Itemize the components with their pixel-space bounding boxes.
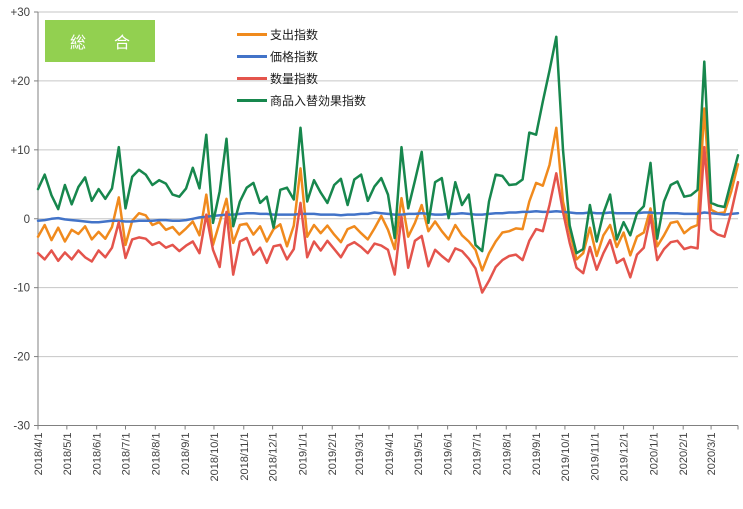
y-tick-label: +30: [10, 7, 30, 19]
y-tick-label: +20: [10, 76, 30, 88]
x-tick-label: 2019/6/1: [443, 433, 455, 476]
y-tick-label: 0: [24, 214, 30, 226]
series-line-支出指数: [36, 107, 740, 272]
x-tick-label: 2019/8/1: [501, 433, 513, 476]
x-tick-label: 2019/12/1: [619, 433, 631, 482]
x-tick-label: 2018/8/1: [150, 433, 162, 476]
x-tick-label: 2019/7/1: [471, 433, 483, 476]
x-tick-label: 2019/3/1: [354, 433, 366, 476]
y-tick-label: -30: [13, 421, 30, 433]
series-line-価格指数: [36, 209, 740, 224]
x-tick-label: 2018/10/1: [209, 433, 221, 482]
x-tick-label: 2018/6/1: [92, 433, 104, 476]
legend-label-expenditure: 支出指数: [270, 27, 319, 42]
x-tick-label: 2019/5/1: [413, 433, 425, 476]
legend-swatch-expenditure: [237, 32, 267, 36]
x-tick-label: 2019/2/1: [327, 433, 339, 476]
legend-label-quantity: 数量指数: [270, 71, 319, 86]
legend-item-quantity-index: 数量指数: [237, 67, 366, 89]
legend-swatch-price: [237, 54, 267, 58]
legend-label-substitution: 商品入替効果指数: [270, 93, 367, 108]
x-tick-label: 2018/12/1: [268, 433, 280, 482]
x-tick-label: 2019/1/1: [297, 433, 309, 476]
x-tick-label: 2019/10/1: [560, 433, 572, 482]
x-tick-label: 2018/11/1: [239, 433, 251, 481]
x-tick-label: 2018/5/1: [62, 433, 74, 476]
x-tick-label: 2020/1/1: [648, 433, 660, 476]
x-tick-label: 2019/9/1: [531, 433, 543, 476]
y-tick-label: +10: [10, 145, 30, 157]
x-tick-label: 2018/7/1: [121, 433, 133, 476]
legend-swatch-quantity: [237, 76, 267, 80]
y-tick-label: -20: [13, 352, 30, 364]
series-line-数量指数: [36, 145, 740, 294]
x-tick-label: 2020/2/1: [678, 433, 690, 476]
series-line-商品入替効果指数: [36, 35, 740, 255]
chart-legend: 支出指数 価格指数 数量指数 商品入替効果指数: [237, 23, 366, 111]
legend-label-price: 価格指数: [270, 49, 319, 64]
x-tick-label: 2018/4/1: [33, 433, 45, 476]
x-tick-label: 2020/3/1: [706, 433, 718, 476]
category-badge: 総 合: [45, 20, 155, 62]
legend-item-substitution-effect-index: 商品入替効果指数: [237, 89, 366, 111]
legend-swatch-substitution: [237, 98, 267, 102]
category-badge-label: 総 合: [69, 35, 136, 52]
x-tick-label: 2019/11/1: [590, 433, 602, 481]
y-tick-label: -10: [13, 283, 30, 295]
legend-item-price-index: 価格指数: [237, 45, 366, 67]
x-tick-label: 2018/9/1: [180, 433, 192, 476]
legend-item-expenditure-index: 支出指数: [237, 23, 366, 45]
x-tick-label: 2019/4/1: [384, 433, 396, 476]
